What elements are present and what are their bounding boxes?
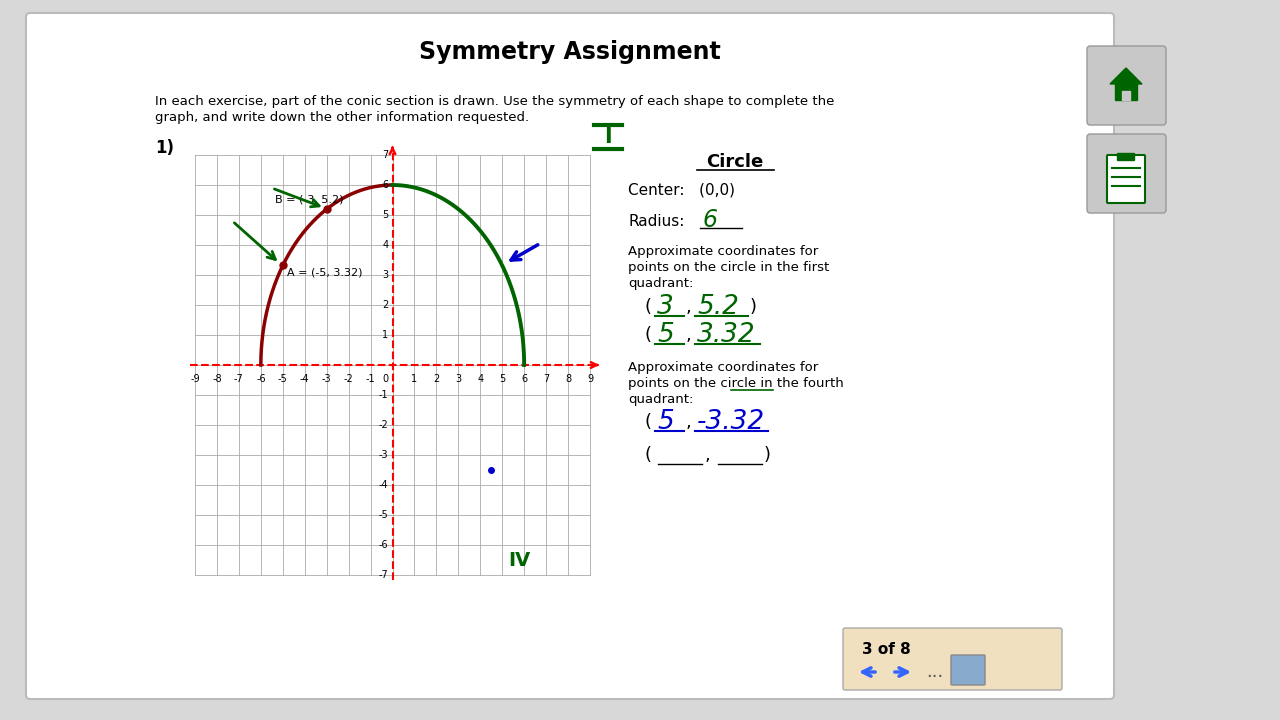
Text: Radius:: Radius:	[628, 214, 685, 228]
FancyBboxPatch shape	[1087, 46, 1166, 125]
Text: 5: 5	[383, 210, 389, 220]
Text: -4: -4	[379, 480, 389, 490]
Text: 2: 2	[383, 300, 389, 310]
Text: 6: 6	[383, 180, 389, 190]
Text: Center:   (0,0): Center: (0,0)	[628, 182, 735, 197]
Text: (: (	[645, 326, 652, 344]
FancyBboxPatch shape	[844, 628, 1062, 690]
Polygon shape	[1115, 84, 1137, 100]
Text: (: (	[645, 298, 652, 316]
FancyBboxPatch shape	[1087, 134, 1166, 213]
Text: -2: -2	[344, 374, 353, 384]
Polygon shape	[1123, 91, 1130, 100]
Text: -1: -1	[366, 374, 375, 384]
Text: 5.2: 5.2	[698, 294, 739, 320]
Text: ,: ,	[686, 413, 691, 431]
FancyBboxPatch shape	[26, 13, 1114, 699]
Text: graph, and write down the other information requested.: graph, and write down the other informat…	[155, 110, 529, 124]
Text: 3 of 8: 3 of 8	[861, 642, 911, 657]
Text: 0: 0	[383, 374, 389, 384]
Text: ): )	[750, 298, 756, 316]
Text: 3.32: 3.32	[698, 322, 755, 348]
Text: 6: 6	[521, 374, 527, 384]
Text: (: (	[645, 413, 652, 431]
Text: 3: 3	[657, 294, 673, 320]
Text: -3.32: -3.32	[698, 409, 765, 435]
Text: 2: 2	[433, 374, 439, 384]
Text: ,: ,	[686, 298, 691, 316]
Text: 1: 1	[383, 330, 389, 340]
Text: -6: -6	[256, 374, 266, 384]
Text: -7: -7	[234, 374, 243, 384]
Text: A = (-5, 3.32): A = (-5, 3.32)	[287, 267, 362, 277]
Text: 5: 5	[499, 374, 506, 384]
Text: -3: -3	[321, 374, 332, 384]
Text: 6: 6	[703, 208, 718, 232]
Text: points on the circle in the first: points on the circle in the first	[628, 261, 829, 274]
Text: -5: -5	[379, 510, 389, 520]
Text: Approximate coordinates for: Approximate coordinates for	[628, 246, 818, 258]
Text: -7: -7	[379, 570, 389, 580]
FancyBboxPatch shape	[1107, 155, 1146, 203]
Text: -4: -4	[300, 374, 310, 384]
Text: -8: -8	[212, 374, 221, 384]
Text: (: (	[645, 446, 652, 464]
Text: -9: -9	[191, 374, 200, 384]
Text: 7: 7	[543, 374, 549, 384]
Text: ,: ,	[686, 326, 691, 344]
Text: 4: 4	[477, 374, 484, 384]
Text: ): )	[764, 446, 771, 464]
Text: -3: -3	[379, 450, 389, 460]
Text: B = (-3, 5.2): B = (-3, 5.2)	[275, 195, 343, 205]
Text: 3: 3	[383, 270, 389, 280]
Text: Approximate coordinates for: Approximate coordinates for	[628, 361, 818, 374]
Text: -1: -1	[379, 390, 389, 400]
Text: 7: 7	[383, 150, 389, 160]
Text: ,: ,	[705, 446, 710, 464]
Text: 3: 3	[456, 374, 461, 384]
Text: 8: 8	[564, 374, 571, 384]
Text: quadrant:: quadrant:	[628, 277, 694, 290]
Text: 4: 4	[383, 240, 389, 250]
Text: quadrant:: quadrant:	[628, 394, 694, 407]
Text: 1: 1	[411, 374, 417, 384]
FancyBboxPatch shape	[951, 655, 986, 685]
Text: I: I	[604, 127, 612, 147]
Text: In each exercise, part of the conic section is drawn. Use the symmetry of each s: In each exercise, part of the conic sect…	[155, 96, 835, 109]
FancyBboxPatch shape	[1117, 153, 1134, 161]
Text: -6: -6	[379, 540, 389, 550]
Text: 5: 5	[657, 322, 673, 348]
Text: IV: IV	[508, 551, 531, 570]
Text: ...: ...	[925, 663, 943, 681]
Text: 1): 1)	[155, 139, 174, 157]
Text: -5: -5	[278, 374, 288, 384]
Text: points on the circle in the fourth: points on the circle in the fourth	[628, 377, 844, 390]
Text: Symmetry Assignment: Symmetry Assignment	[419, 40, 721, 64]
Text: 5: 5	[657, 409, 673, 435]
Polygon shape	[1110, 68, 1142, 84]
Text: Circle: Circle	[707, 153, 764, 171]
Text: -2: -2	[379, 420, 389, 430]
Text: 9: 9	[588, 374, 593, 384]
